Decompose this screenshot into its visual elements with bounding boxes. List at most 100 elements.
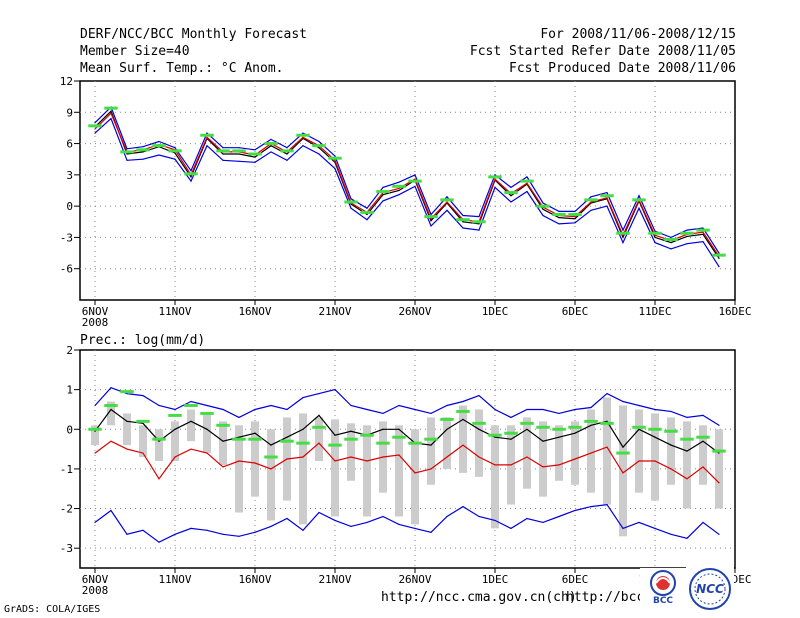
ncc-logo-icon bbox=[689, 568, 731, 610]
temp-point-lower bbox=[494, 186, 496, 188]
temp-point-mean bbox=[142, 151, 144, 153]
temp-point-upper bbox=[446, 196, 448, 198]
prec-point-max bbox=[254, 408, 256, 411]
temp-point-upper bbox=[190, 170, 192, 172]
prec-obs-marker bbox=[456, 409, 470, 413]
temp-point-upper bbox=[558, 210, 560, 212]
prec-point-mean bbox=[206, 428, 208, 430]
prec-point-red bbox=[94, 452, 96, 454]
prec-obs-marker bbox=[584, 419, 598, 423]
prec-spread-box bbox=[267, 429, 275, 521]
prec-point-max bbox=[238, 416, 240, 418]
prec-point-max bbox=[670, 410, 672, 413]
temp-xtick-label: 6DEC bbox=[562, 305, 589, 318]
temp-ytick-label: 0 bbox=[66, 200, 73, 213]
temp-point-upper bbox=[334, 155, 336, 157]
temp-obs-marker bbox=[312, 144, 326, 148]
prec-obs-marker bbox=[568, 425, 582, 429]
temp-point-mean bbox=[398, 189, 400, 192]
prec-obs-marker bbox=[712, 449, 726, 453]
temp-point-upper bbox=[718, 252, 720, 254]
prec-point-mean bbox=[542, 440, 544, 442]
prec-obs-marker bbox=[536, 425, 550, 429]
temp-obs-marker bbox=[632, 198, 646, 202]
prec-point-max bbox=[718, 424, 720, 426]
temp-point-lower bbox=[398, 194, 400, 196]
ncc-logo-text: NCC bbox=[696, 582, 724, 596]
temp-point-upper bbox=[670, 236, 672, 239]
prec-point-mean bbox=[398, 428, 400, 430]
temp-series-lower bbox=[94, 117, 720, 267]
prec-obs-marker bbox=[696, 435, 710, 439]
prec-point-max bbox=[302, 396, 304, 399]
url-bcc[interactable]: http://bcc.c bbox=[566, 590, 660, 605]
prec-spread-box bbox=[587, 409, 595, 493]
prec-point-red bbox=[430, 468, 432, 470]
temp-point-lower bbox=[174, 158, 176, 160]
prec-spread-box bbox=[123, 413, 131, 446]
temp-point-mean bbox=[686, 235, 688, 237]
temp-obs-marker bbox=[104, 106, 118, 110]
temp-point-lower bbox=[350, 207, 352, 209]
temp-point-lower bbox=[318, 153, 320, 155]
prec-point-mean bbox=[606, 420, 608, 422]
prec-point-min bbox=[574, 509, 576, 512]
url-ncc[interactable]: http://ncc.cma.gov.cn(ch) bbox=[381, 590, 577, 605]
temp-obs-marker bbox=[648, 231, 662, 235]
temp-xtick-label: 16DEC bbox=[718, 305, 751, 318]
prec-obs-marker bbox=[424, 437, 438, 441]
temp-point-upper bbox=[222, 147, 224, 149]
prec-point-min bbox=[398, 523, 400, 526]
temp-point-lower bbox=[622, 242, 624, 244]
temp-point-mean bbox=[558, 217, 560, 219]
temp-point-lower bbox=[206, 145, 208, 147]
prec-point-red bbox=[222, 466, 224, 468]
temp-point-lower bbox=[702, 241, 704, 243]
prec-spread-box bbox=[523, 417, 531, 489]
prec-xtick-label: 6DEC bbox=[562, 573, 589, 586]
temp-obs-marker bbox=[584, 198, 598, 202]
temp-point-mean bbox=[510, 195, 512, 197]
prec-spread-box bbox=[651, 413, 659, 501]
prec-xtick-label: 6NOV bbox=[82, 573, 109, 586]
prec-point-max bbox=[494, 408, 496, 411]
temp-point-upper bbox=[318, 140, 320, 143]
temp-ytick-label: 9 bbox=[66, 106, 73, 119]
temp-point-upper bbox=[526, 176, 528, 178]
temp-point-mean bbox=[542, 208, 544, 210]
temp-point-upper bbox=[286, 147, 288, 149]
prec-point-min bbox=[126, 533, 128, 535]
temp-point-upper bbox=[654, 230, 656, 232]
prec-ytick-label: 2 bbox=[66, 344, 73, 357]
prec-point-min bbox=[494, 519, 496, 522]
prec-point-red bbox=[510, 464, 512, 466]
prec-point-mean bbox=[718, 452, 720, 454]
prec-spread-box bbox=[571, 421, 579, 485]
prec-spread-box bbox=[235, 425, 243, 513]
prec-point-red bbox=[366, 460, 368, 462]
temp-point-red bbox=[302, 136, 304, 138]
prec-year-label: 2008 bbox=[82, 584, 109, 597]
temp-obs-marker bbox=[88, 124, 102, 128]
prec-point-min bbox=[366, 521, 368, 524]
temp-point-red bbox=[334, 159, 336, 161]
temp-ytick-label: 6 bbox=[66, 138, 73, 151]
prec-point-mean bbox=[286, 436, 288, 438]
prec-point-mean bbox=[142, 422, 144, 424]
temp-point-lower bbox=[718, 266, 720, 268]
temp-point-upper bbox=[94, 122, 96, 124]
prec-point-min bbox=[158, 541, 160, 543]
temp-point-lower bbox=[542, 214, 544, 217]
prec-point-mean bbox=[350, 430, 352, 432]
prec-obs-marker bbox=[152, 437, 166, 441]
prec-point-mean bbox=[462, 418, 464, 420]
prec-obs-marker bbox=[440, 417, 454, 421]
temp-point-lower bbox=[558, 223, 560, 225]
prec-point-min bbox=[270, 525, 272, 527]
prec-point-red bbox=[414, 472, 416, 474]
temp-point-mean bbox=[382, 194, 384, 196]
prec-point-min bbox=[190, 527, 192, 529]
prec-obs-marker bbox=[88, 427, 102, 431]
prec-point-min bbox=[174, 533, 176, 535]
